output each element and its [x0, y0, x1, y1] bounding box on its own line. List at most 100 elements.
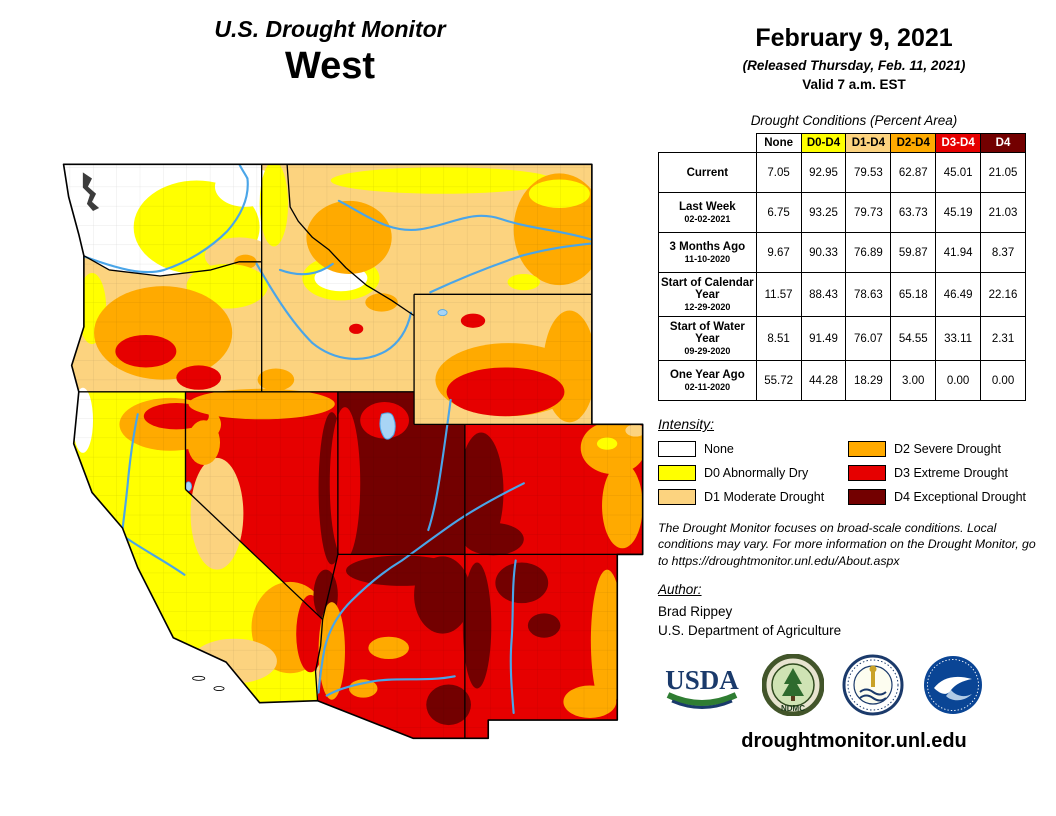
table-cell: 11.57: [755, 272, 802, 317]
row-label: 3 Months Ago 11-10-2020: [658, 232, 757, 273]
row-label: Start of Calendar Year 12-29-2020: [658, 272, 757, 317]
legend-swatch: [848, 465, 886, 481]
legend-label: None: [704, 442, 734, 456]
legend-swatch: [658, 441, 696, 457]
table-row: Current 7.05 92.95 79.53 62.87 45.01 21.05: [658, 152, 1026, 193]
legend-label: D3 Extreme Drought: [894, 466, 1008, 480]
info-panel: February 9, 2021 (Released Thursday, Feb…: [658, 0, 1050, 753]
table-cell: 90.33: [800, 232, 847, 273]
table-cell: 33.11: [935, 316, 982, 361]
legend-item: None: [658, 441, 846, 457]
table-cell: 45.01: [935, 152, 982, 193]
column-header: D3-D4: [935, 133, 982, 153]
table-row: Start of Calendar Year 12-29-2020 11.57 88.…: [658, 272, 1026, 317]
legend-swatch: [658, 489, 696, 505]
puget-sound-shape: [82, 172, 100, 211]
table-cell: 0.00: [980, 360, 1026, 401]
legend-item: D4 Exceptional Drought: [848, 489, 1036, 505]
legend-label: D4 Exceptional Drought: [894, 490, 1027, 504]
table-cell: 93.25: [800, 192, 847, 233]
table-cell: 78.63: [845, 272, 892, 317]
table-cell: 79.73: [845, 192, 892, 233]
table-cell: 41.94: [935, 232, 982, 273]
table-row: Start of Water Year 09-29-2020 8.51 91.49 76…: [658, 316, 1026, 361]
table-row: 3 Months Ago 11-10-2020 9.67 90.33 76.89 59.8…: [658, 232, 1026, 273]
table-corner-cell: [658, 133, 757, 153]
legend-item: D2 Severe Drought: [848, 441, 1036, 457]
legend-label: D0 Abnormally Dry: [704, 466, 809, 480]
svg-text:NDMC: NDMC: [781, 704, 805, 713]
table-row: Last Week 02-02-2021 6.75 93.25 79.73 63.73 45…: [658, 192, 1026, 233]
rivers-layer: [83, 164, 592, 714]
legend-label: D2 Severe Drought: [894, 442, 1002, 456]
legend-label: D1 Moderate Drought: [704, 490, 825, 504]
table-cell: 0.00: [935, 360, 982, 401]
logos-row: USDA NDMC: [660, 654, 1050, 717]
row-label: Current: [658, 152, 757, 193]
row-label: One Year Ago 02-11-2020: [658, 360, 757, 401]
svg-text:USDA: USDA: [665, 665, 739, 695]
table-cell: 21.05: [980, 152, 1026, 193]
table-caption: Drought Conditions (Percent Area): [750, 113, 958, 128]
table-cell: 88.43: [800, 272, 847, 317]
ndmc-logo: NDMC: [762, 654, 824, 717]
table-cell: 6.75: [755, 192, 802, 233]
table-cell: 22.16: [980, 272, 1026, 317]
column-header: D1-D4: [845, 133, 892, 153]
legend-item: D3 Extreme Drought: [848, 465, 1036, 481]
column-header: D2-D4: [890, 133, 937, 153]
table-cell: 9.67: [755, 232, 802, 273]
table-cell: 55.72: [755, 360, 802, 401]
commerce-seal-logo: [842, 654, 904, 716]
table-cell: 3.00: [890, 360, 937, 401]
table-body: Current 7.05 92.95 79.53 62.87 45.01 21.05 Last…: [658, 152, 1026, 401]
column-header: None: [755, 133, 802, 153]
map-panel: U.S. Drought Monitor West: [46, 16, 646, 788]
table-cell: 62.87: [890, 152, 937, 193]
legend-title: Intensity:: [658, 416, 715, 432]
table-cell: 76.07: [845, 316, 892, 361]
drought-conditions-table: None D0-D4 D1-D4 D2-D4 D3-D4 D4 Current 7.05 92…: [658, 133, 1026, 401]
valid-time: Valid 7 a.m. EST: [802, 77, 906, 92]
table-cell: 45.19: [935, 192, 982, 233]
table-cell: 91.49: [800, 316, 847, 361]
intensity-legend: Intensity: None D0 Abnormally Dry D1 Moder…: [658, 416, 1050, 505]
table-cell: 63.73: [890, 192, 937, 233]
region-outline: [62, 163, 644, 740]
table-cell: 8.37: [980, 232, 1026, 273]
report-date: February 9, 2021: [755, 24, 953, 52]
table-cell: 21.03: [980, 192, 1026, 233]
release-date: (Released Thursday, Feb. 11, 2021): [742, 58, 966, 73]
legend-swatch: [848, 441, 886, 457]
table-cell: 76.89: [845, 232, 892, 273]
legend-swatch: [848, 489, 886, 505]
table-cell: 54.55: [890, 316, 937, 361]
state-borders-layer: [78, 164, 643, 739]
map-container: [46, 148, 646, 788]
table-cell: 79.53: [845, 152, 892, 193]
column-header: D4: [980, 133, 1026, 153]
region-title: West: [284, 45, 376, 87]
row-label: Last Week 02-02-2021: [658, 192, 757, 233]
disclaimer-text: The Drought Monitor focuses on broad-sca…: [658, 521, 1036, 568]
usda-logo: USDA: [665, 665, 739, 710]
author-block: Author: Brad Rippey U.S. Department of A…: [658, 582, 1050, 638]
table-cell: 18.29: [845, 360, 892, 401]
noaa-logo: [924, 656, 982, 715]
author-org: U.S. Department of Agriculture: [658, 623, 842, 639]
legend-item: D1 Moderate Drought: [658, 489, 846, 505]
author-title: Author:: [658, 582, 702, 598]
legend-item: D0 Abnormally Dry: [658, 465, 846, 481]
table-cell: 2.31: [980, 316, 1026, 361]
legend-items: None D0 Abnormally Dry D1 Moderate Drought…: [658, 441, 1036, 505]
table-cell: 65.18: [890, 272, 937, 317]
table-cell: 46.49: [935, 272, 982, 317]
row-label: Start of Water Year 09-29-2020: [658, 316, 757, 361]
table-cell: 59.87: [890, 232, 937, 273]
table-cell: 8.51: [755, 316, 802, 361]
footer-url-link[interactable]: droughtmonitor.unl.edu: [741, 730, 967, 753]
table-header-row: None D0-D4 D1-D4 D2-D4 D3-D4 D4: [658, 133, 1026, 153]
table-cell: 92.95: [800, 152, 847, 193]
author-name: Brad Rippey: [658, 604, 733, 620]
